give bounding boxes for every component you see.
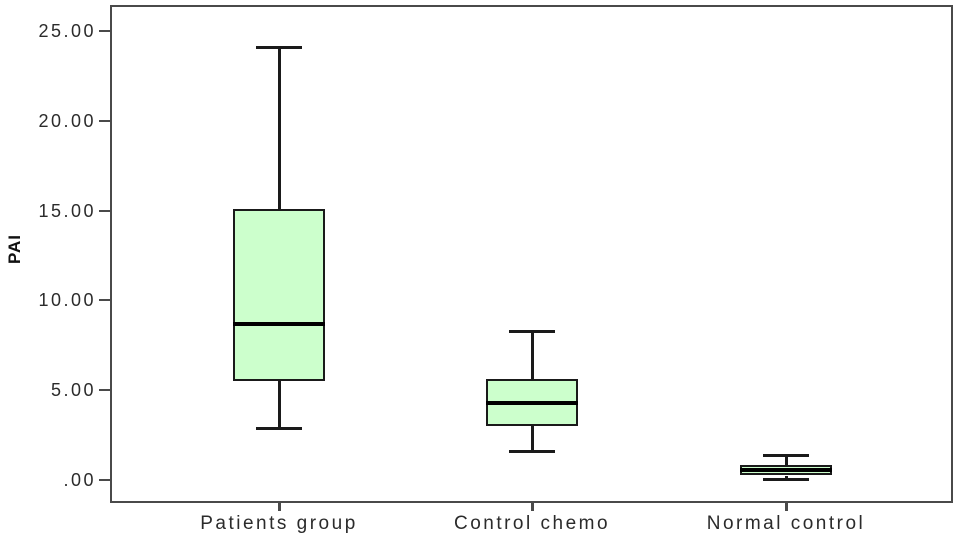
y-tick-label: 15.00 bbox=[38, 200, 96, 221]
y-tick-label: 20.00 bbox=[38, 110, 96, 131]
boxplot-control-chemo-whisker-upper-stem bbox=[530, 330, 534, 380]
y-tick-label: 25.00 bbox=[38, 20, 96, 41]
boxplot-patients-group-box bbox=[233, 208, 325, 382]
boxplot-patients-group-whisker-lower-stem bbox=[277, 381, 281, 428]
boxplot-patients-group-whisker-upper-stem bbox=[277, 47, 281, 209]
y-tick-mark bbox=[99, 209, 110, 212]
y-axis-title: PAI bbox=[5, 233, 24, 265]
x-category-label: Control chemo bbox=[453, 513, 611, 534]
boxplot-normal-control-median-line bbox=[740, 468, 832, 473]
y-tick-label: .00 bbox=[63, 470, 96, 490]
boxplot-patients-group-median-line bbox=[233, 321, 325, 326]
boxplot-normal-control-whisker-lower-cap bbox=[763, 478, 809, 482]
boxplot-control-chemo-whisker-lower-cap bbox=[509, 450, 555, 454]
y-tick-label: 5.00 bbox=[50, 380, 96, 401]
y-tick-label: 10.00 bbox=[38, 290, 96, 311]
y-tick-mark bbox=[99, 479, 110, 481]
boxplot-control-chemo-whisker-lower-stem bbox=[530, 426, 534, 452]
y-tick-mark bbox=[99, 299, 110, 302]
x-category-label: Patients group bbox=[200, 513, 358, 534]
x-category-label: Normal control bbox=[706, 513, 866, 534]
y-tick-mark bbox=[99, 389, 110, 392]
y-tick-mark bbox=[99, 119, 110, 122]
boxplot-normal-control-whisker-lower-stem bbox=[784, 475, 788, 480]
boxplot-patients-group-whisker-upper-cap bbox=[256, 46, 302, 50]
boxplot-patients-group-whisker-lower-cap bbox=[256, 426, 302, 430]
boxplot-control-chemo-median-line bbox=[486, 400, 578, 405]
boxplot-normal-control-whisker-upper-cap bbox=[763, 453, 809, 457]
x-tick-mark bbox=[531, 503, 534, 511]
x-tick-mark bbox=[278, 503, 281, 511]
y-tick-mark bbox=[99, 29, 110, 32]
x-tick-mark bbox=[785, 503, 788, 511]
boxplot-normal-control-whisker-upper-stem bbox=[784, 454, 788, 465]
boxplot-control-chemo-whisker-upper-cap bbox=[509, 329, 555, 333]
